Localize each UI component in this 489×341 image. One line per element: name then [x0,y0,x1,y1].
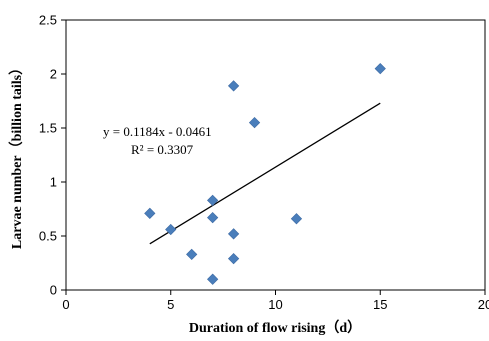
x-tick-label: 15 [373,297,387,312]
y-tick-label: 2.5 [39,13,57,28]
y-tick-label: 0 [50,283,57,298]
plot-area-border [65,19,486,291]
data-point [165,223,177,236]
x-tick-label: 20 [478,297,489,312]
trendline-equation: y = 0.1184x - 0.0461 [103,124,212,139]
trendline-group [149,102,381,245]
x-tick-label: 0 [62,297,69,312]
trendline-r-squared: R² = 0.3307 [131,142,194,157]
data-points [144,62,386,285]
data-point [207,212,219,224]
y-tick-label: 2 [50,67,57,82]
x-tick-label: 5 [167,297,174,312]
data-point [374,62,386,75]
y-tick-label: 1 [50,175,57,190]
data-point [207,194,219,206]
y-axis-title: Larvae number（billion tails） [9,61,25,249]
data-point [207,273,219,285]
y-tick-label: 1.5 [39,121,57,136]
data-point [144,207,156,219]
data-point [290,213,303,225]
data-point [227,80,240,92]
data-point [227,228,240,240]
data-point [186,248,198,260]
x-tick-label: 10 [268,297,282,312]
axes: 0 5 10 15 20 0 0.5 1 1.5 2 2.5 [39,13,489,313]
trendline [149,102,381,245]
x-axis-title: Duration of flow rising（d） [189,320,361,336]
y-tick-label: 0.5 [39,229,57,244]
data-point [248,116,261,129]
data-point [227,253,240,265]
